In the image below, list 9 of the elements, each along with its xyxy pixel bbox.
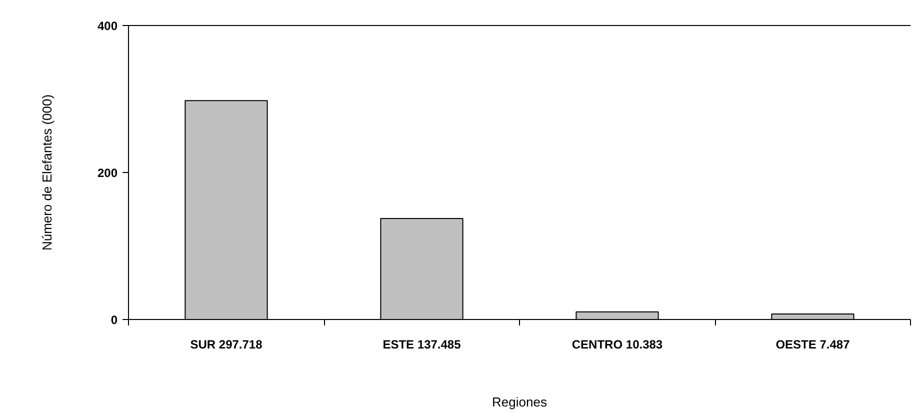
x-tick-label: ESTE 137.485 xyxy=(382,338,462,352)
y-tick-label: 400 xyxy=(97,19,118,33)
x-tick-label: SUR 297.718 xyxy=(190,338,263,352)
x-tick-label: CENTRO 10.383 xyxy=(572,338,663,352)
x-axis-title: Regiones xyxy=(492,394,548,410)
y-tick-label: 0 xyxy=(110,313,118,327)
y-tick-label: 200 xyxy=(97,166,118,180)
x-tick-label: OESTE 7.487 xyxy=(776,338,850,352)
y-axis-title: Número de Elefantes (000) xyxy=(39,94,54,251)
